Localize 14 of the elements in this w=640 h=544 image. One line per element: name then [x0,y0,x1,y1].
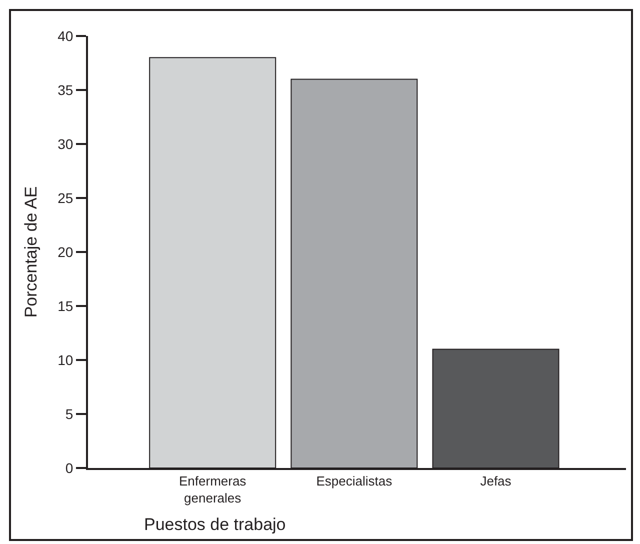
y-axis-title: Porcentaje de AE [22,186,41,318]
y-tick-label: 20 [58,244,74,260]
y-tick-label: 25 [58,190,74,206]
y-tick-label: 15 [58,298,74,314]
y-tick-label: 40 [58,28,74,44]
y-tick-label: 30 [58,136,74,152]
y-tick-label: 35 [58,82,74,98]
x-tick-label: Especialistas [316,474,393,489]
y-tick-label: 0 [65,460,74,476]
y-tick-label: 5 [65,406,74,422]
x-tick-label: Jefas [480,474,512,489]
x-axis-title: Puestos de trabajo [144,515,286,534]
y-tick-label: 10 [58,352,74,368]
x-tick-label: Enfermeras generales [178,474,247,506]
